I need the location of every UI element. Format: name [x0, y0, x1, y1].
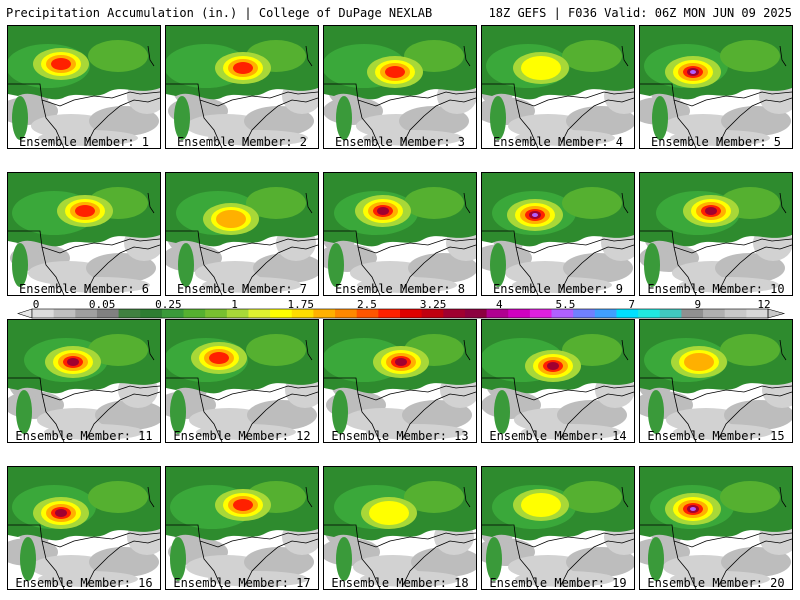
- colorbar-swatch: [378, 309, 401, 318]
- member-label: Ensemble Member: 18: [331, 576, 469, 590]
- colorbar-swatch: [248, 309, 271, 318]
- ensemble-member-map: [7, 319, 161, 443]
- member-label: Ensemble Member: 2: [176, 135, 308, 149]
- ensemble-member-map: [481, 25, 635, 149]
- member-label: Ensemble Member: 6: [18, 282, 150, 296]
- ensemble-member-map: [481, 466, 635, 590]
- colorbar-tick-label: 0.05: [88, 298, 116, 311]
- ensemble-member-map: [323, 319, 477, 443]
- colorbar-swatch: [291, 309, 314, 318]
- member-label: Ensemble Member: 5: [650, 135, 782, 149]
- member-label: Ensemble Member: 8: [334, 282, 466, 296]
- colorbar-tick-label: 5.5: [555, 298, 576, 311]
- colorbar-swatch: [508, 309, 531, 318]
- ensemble-member-map: [323, 466, 477, 590]
- colorbar-swatch: [270, 309, 293, 318]
- colorbar-swatch: [703, 309, 726, 318]
- ensemble-member-map: [639, 466, 793, 590]
- ensemble-member-map: [323, 172, 477, 296]
- colorbar-tick-label: 1.75: [287, 298, 314, 311]
- ensemble-member-map: [7, 25, 161, 149]
- colorbar-swatch: [226, 309, 249, 318]
- member-label: Ensemble Member: 12: [173, 429, 311, 443]
- member-label: Ensemble Member: 14: [489, 429, 627, 443]
- colorbar-swatch: [681, 309, 704, 318]
- member-label: Ensemble Member: 16: [15, 576, 153, 590]
- colorbar-swatch: [118, 309, 141, 318]
- colorbar-min-arrow: [17, 308, 33, 319]
- colorbar-swatch: [638, 309, 661, 318]
- colorbar-swatch: [313, 309, 336, 318]
- ensemble-member-map: [323, 25, 477, 149]
- member-label: Ensemble Member: 19: [489, 576, 627, 590]
- colorbar-swatch: [616, 309, 639, 318]
- precipitation-colorbar: [17, 308, 786, 319]
- colorbar-tick-label: 4: [495, 298, 503, 311]
- colorbar-swatch: [746, 309, 769, 318]
- ensemble-member-map: [7, 172, 161, 296]
- colorbar-tick-label: 3.25: [419, 298, 447, 311]
- member-label: Ensemble Member: 20: [647, 576, 785, 590]
- map-title: Precipitation Accumulation (in.) | Colle…: [6, 6, 433, 20]
- colorbar-tick-label: 0: [32, 298, 40, 311]
- member-label: Ensemble Member: 9: [492, 282, 624, 296]
- ensemble-member-map: [7, 466, 161, 590]
- colorbar-swatch: [335, 309, 358, 318]
- colorbar-swatch: [96, 309, 120, 318]
- colorbar-swatch: [464, 309, 488, 318]
- colorbar-tick-label: 7: [628, 298, 635, 311]
- member-label: Ensemble Member: 11: [15, 429, 153, 443]
- colorbar-swatch: [659, 309, 682, 318]
- ensemble-member-map: [639, 172, 793, 296]
- model-run-info: 18Z GEFS | F036 Valid: 06Z MON JUN 09 20…: [488, 6, 792, 20]
- ensemble-member-map: [639, 319, 793, 443]
- colorbar-swatch: [161, 309, 185, 318]
- ensemble-member-map: [481, 172, 635, 296]
- member-label: Ensemble Member: 1: [18, 135, 150, 149]
- colorbar-swatch: [551, 309, 574, 318]
- ensemble-member-map: [165, 319, 319, 443]
- member-label: Ensemble Member: 4: [492, 135, 624, 149]
- colorbar-swatch: [724, 309, 747, 318]
- member-label: Ensemble Member: 3: [334, 135, 466, 149]
- colorbar-swatch: [421, 309, 444, 318]
- colorbar-tick-label: 1: [231, 298, 238, 311]
- ensemble-member-map: [481, 319, 635, 443]
- colorbar-swatch: [443, 309, 466, 318]
- colorbar-tick-label: 0.25: [155, 298, 182, 311]
- colorbar-swatch: [205, 309, 228, 318]
- colorbar-swatch: [32, 309, 55, 318]
- colorbar-swatch: [75, 309, 98, 318]
- colorbar-swatch: [140, 309, 163, 318]
- colorbar-swatch: [594, 309, 617, 318]
- member-label: Ensemble Member: 17: [173, 576, 311, 590]
- ensemble-member-map: [165, 466, 319, 590]
- colorbar-swatch: [356, 309, 379, 318]
- member-label: Ensemble Member: 10: [647, 282, 785, 296]
- colorbar-swatch: [529, 309, 553, 318]
- member-label: Ensemble Member: 7: [176, 282, 308, 296]
- colorbar-swatch: [573, 309, 596, 318]
- colorbar-tick-label: 12: [757, 298, 771, 311]
- colorbar-swatch: [53, 309, 76, 318]
- ensemble-member-map: [165, 25, 319, 149]
- colorbar-swatch: [400, 309, 423, 318]
- member-label: Ensemble Member: 13: [331, 429, 469, 443]
- colorbar-swatch: [183, 309, 206, 318]
- colorbar-tick-label: 2.5: [356, 298, 377, 311]
- colorbar-swatch: [486, 309, 509, 318]
- colorbar-tick-label: 9: [694, 298, 702, 311]
- ensemble-member-map: [639, 25, 793, 149]
- member-label: Ensemble Member: 15: [647, 429, 785, 443]
- ensemble-member-map: [165, 172, 319, 296]
